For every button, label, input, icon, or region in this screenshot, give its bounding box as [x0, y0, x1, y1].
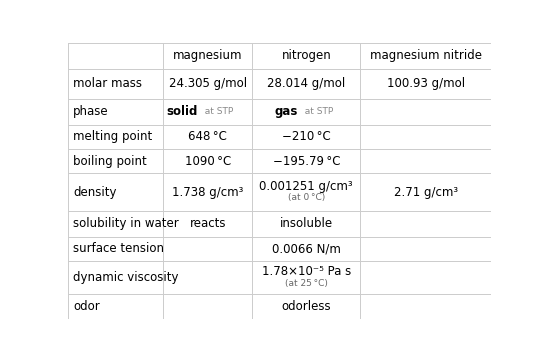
Text: at STP: at STP: [299, 107, 333, 116]
Text: surface tension: surface tension: [73, 242, 164, 256]
Text: (at 25 °C): (at 25 °C): [285, 279, 328, 288]
Text: −210 °C: −210 °C: [282, 130, 331, 143]
Text: phase: phase: [73, 105, 109, 118]
Text: 0.001251 g/cm³: 0.001251 g/cm³: [259, 180, 353, 193]
Text: solid: solid: [166, 105, 197, 118]
Text: nitrogen: nitrogen: [281, 49, 331, 62]
Text: gas: gas: [275, 105, 298, 118]
Text: insoluble: insoluble: [280, 217, 333, 231]
Text: 28.014 g/mol: 28.014 g/mol: [267, 77, 346, 90]
Text: 2.71 g/cm³: 2.71 g/cm³: [394, 186, 458, 199]
Text: 648 °C: 648 °C: [188, 130, 227, 143]
Text: at STP: at STP: [199, 107, 233, 116]
Text: odor: odor: [73, 300, 100, 313]
Text: magnesium nitride: magnesium nitride: [370, 49, 482, 62]
Text: density: density: [73, 186, 117, 199]
Text: dynamic viscosity: dynamic viscosity: [73, 271, 179, 284]
Text: 24.305 g/mol: 24.305 g/mol: [169, 77, 247, 90]
Text: magnesium: magnesium: [173, 49, 242, 62]
Text: 1.738 g/cm³: 1.738 g/cm³: [172, 186, 244, 199]
Text: odorless: odorless: [281, 300, 331, 313]
Text: melting point: melting point: [73, 130, 152, 143]
Text: boiling point: boiling point: [73, 155, 147, 168]
Text: 1.78×10⁻⁵ Pa s: 1.78×10⁻⁵ Pa s: [262, 265, 351, 278]
Text: molar mass: molar mass: [73, 77, 143, 90]
Text: reacts: reacts: [189, 217, 226, 231]
Text: solubility in water: solubility in water: [73, 217, 179, 231]
Text: 1090 °C: 1090 °C: [185, 155, 231, 168]
Text: (at 0 °C): (at 0 °C): [288, 193, 325, 202]
Text: −195.79 °C: −195.79 °C: [272, 155, 340, 168]
Text: 0.0066 N/m: 0.0066 N/m: [272, 242, 341, 256]
Text: 100.93 g/mol: 100.93 g/mol: [387, 77, 465, 90]
